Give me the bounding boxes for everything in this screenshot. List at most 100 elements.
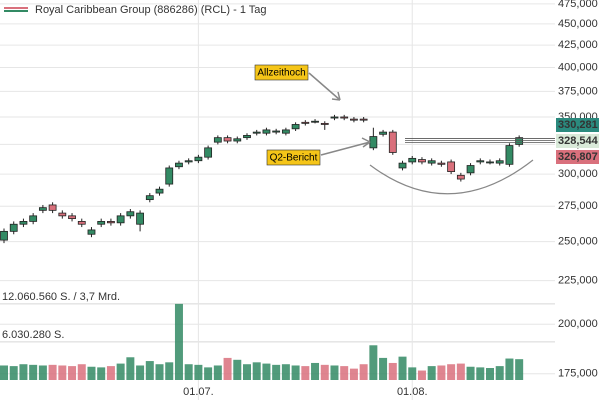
volume-bar [340,366,349,380]
candle-body [486,161,494,164]
candle-body [369,136,378,149]
volume-bar [291,365,300,380]
candle-body [213,137,222,143]
volume-bar [106,366,115,380]
candle-body [272,130,281,133]
volume-bar [68,366,77,380]
candle-body [29,215,38,222]
volume-bar [184,364,193,380]
candle-body [466,165,475,174]
volume-bar [486,368,494,380]
candle-body [194,156,203,162]
volume-bar [437,365,446,380]
volume-bar [145,361,154,380]
candle-body [77,221,86,225]
x-tick-label: 01.08. [397,386,428,398]
volume-bar [58,365,67,380]
volume-bar [301,366,310,380]
y-tick-label: 275,000 [558,200,598,212]
volume-bar [97,367,106,380]
candle-body [456,174,465,180]
y-tick-label: 175,000 [558,368,598,380]
candle-body [350,118,358,121]
candle-body [126,211,135,217]
volume-bar [515,359,524,380]
candle-body [175,162,183,168]
candle-body [262,129,271,134]
price-marker-label: 330,281 [558,119,598,131]
trend-curve [369,159,534,195]
volume-bar [505,358,514,380]
candle-body [155,188,164,194]
candle-body [495,160,504,164]
volume-bar [408,367,417,380]
candle-body [476,160,485,163]
candle-body [447,161,456,173]
candle-body [19,221,28,225]
y-tick-label: 250,000 [558,236,598,248]
annotation-box [266,149,321,166]
volume-bar [29,364,38,380]
legend: Royal Caribbean Group (886286) (RCL) - 1… [4,4,267,16]
candle-body [291,124,300,130]
candle-body [233,138,242,142]
candle-body [427,160,436,164]
volume-bar [77,364,86,380]
volume-bar [116,363,125,380]
volume-bar [466,366,475,380]
candle-body [243,135,251,139]
volume-bar [252,362,261,380]
candle-body [38,207,47,211]
volume-bar [447,364,456,380]
volume-tick-label: 12.060.560 S. / 3,7 Mrd. [2,291,120,303]
volume-bar [87,366,96,380]
price-marker-label: 328,544 [558,135,599,147]
candle-body [223,137,232,142]
volume-bar [213,365,222,380]
volume-bar [272,364,281,380]
candle-body [116,215,125,224]
volume-bar [9,366,18,380]
candle-body [388,131,397,153]
volume-bar [281,364,290,380]
volume-bar [369,345,378,380]
price-marker [556,118,599,132]
candle-body [340,116,349,119]
candle-body [515,137,524,145]
annotations: Allzeithoch Q2-Bericht [254,64,534,195]
y-tick-label: 225,000 [558,275,598,287]
volume-bar [136,365,145,380]
volume-bar [320,364,329,380]
volume-tick-label: 6.030.280 S. [2,329,64,341]
volume-bar [417,370,426,380]
chart-title: Royal Caribbean Group (886286) (RCL) - 1… [35,4,267,16]
candle-body [330,116,339,119]
price-marker [556,150,599,164]
y-tick-label: 475,000 [558,0,598,10]
volume-bar [476,367,485,380]
volume-bar [379,357,388,380]
candle-body [87,229,96,235]
arrow [308,72,341,101]
volume-bar [262,363,271,380]
candle-body [320,122,329,125]
annotation: Q2-Bericht [270,153,318,164]
candle-body [0,230,8,241]
y-tick-label: 375,000 [558,85,598,97]
candle-body [184,160,193,163]
candle-body [505,145,514,165]
candle-body [136,212,144,225]
candle-body [281,129,290,134]
volume-bar [330,365,339,380]
volume-bar [48,364,57,380]
volume-bar [311,362,320,380]
candle-body [398,162,407,169]
volume-bar [194,364,203,380]
price-marker-label: 326,807 [558,151,598,163]
candle-body [48,204,57,211]
volume-bar [359,364,368,380]
candle-body [68,215,76,220]
y-tick-label: 425,000 [558,39,598,51]
arrow [320,137,371,156]
